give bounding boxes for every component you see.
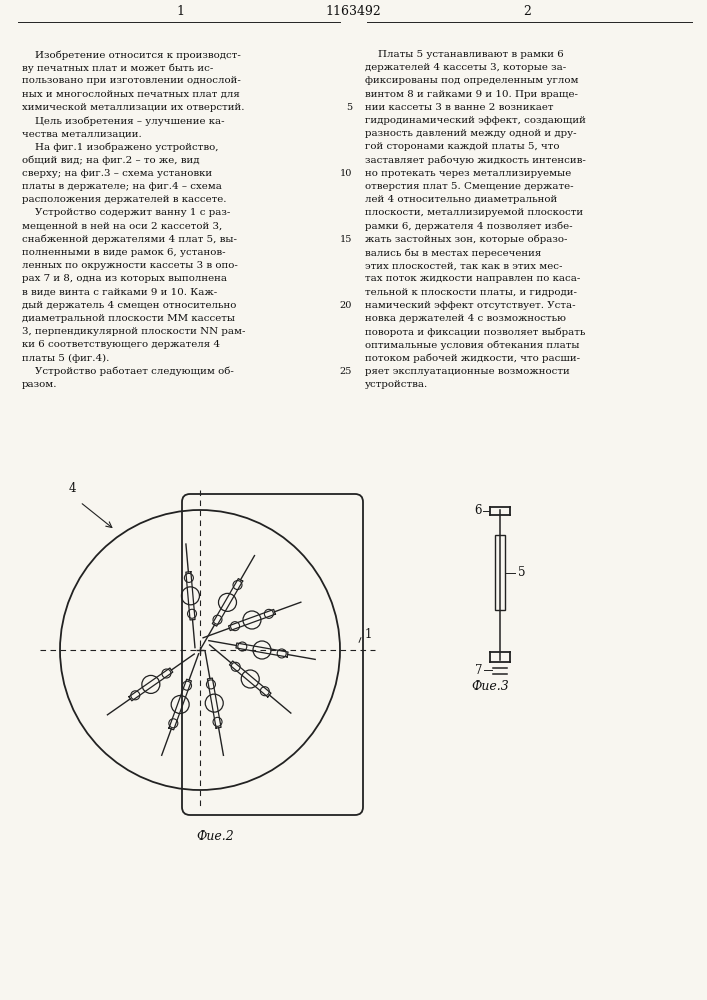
Text: ленных по окружности кассеты 3 в опо-: ленных по окружности кассеты 3 в опо-	[22, 261, 238, 270]
Text: рамки 6, держателя 4 позволяет избе-: рамки 6, держателя 4 позволяет избе-	[365, 222, 573, 231]
Text: ву печатных плат и может быть ис-: ву печатных плат и может быть ис-	[22, 63, 214, 73]
Text: винтом 8 и гайками 9 и 10. При враще-: винтом 8 и гайками 9 и 10. При враще-	[365, 90, 578, 99]
Text: рах 7 и 8, одна из которых выполнена: рах 7 и 8, одна из которых выполнена	[22, 274, 227, 283]
Text: На фиг.1 изображено устройство,: На фиг.1 изображено устройство,	[22, 142, 218, 152]
Text: нии кассеты 3 в ванне 2 возникает: нии кассеты 3 в ванне 2 возникает	[365, 103, 554, 112]
Text: заставляет рабочую жидкость интенсив-: заставляет рабочую жидкость интенсив-	[365, 156, 586, 165]
Text: общий вид; на фиг.2 – то же, вид: общий вид; на фиг.2 – то же, вид	[22, 156, 199, 165]
Text: 20: 20	[339, 301, 352, 310]
Text: этих плоскостей, так как в этих мес-: этих плоскостей, так как в этих мес-	[365, 261, 563, 270]
Text: снабженной держателями 4 плат 5, вы-: снабженной держателями 4 плат 5, вы-	[22, 235, 237, 244]
Text: 3, перпендикулярной плоскости NN рам-: 3, перпендикулярной плоскости NN рам-	[22, 327, 245, 336]
Text: жать застойных зон, которые образо-: жать застойных зон, которые образо-	[365, 235, 568, 244]
Text: 4: 4	[69, 482, 76, 495]
Text: 15: 15	[339, 235, 352, 244]
Text: платы 5 (фиг.4).: платы 5 (фиг.4).	[22, 354, 110, 363]
Text: ных и многослойных печатных плат для: ных и многослойных печатных плат для	[22, 90, 240, 99]
Text: платы в держателе; на фиг.4 – схема: платы в держателе; на фиг.4 – схема	[22, 182, 222, 191]
Text: тельной к плоскости платы, и гидроди-: тельной к плоскости платы, и гидроди-	[365, 288, 577, 297]
Text: лей 4 относительно диаметральной: лей 4 относительно диаметральной	[365, 195, 557, 204]
Text: разность давлений между одной и дру-: разность давлений между одной и дру-	[365, 129, 577, 138]
Text: Устройство работает следующим об-: Устройство работает следующим об-	[22, 367, 234, 376]
Text: Фue.3: Фue.3	[471, 680, 509, 693]
Text: полненными в виде рамок 6, установ-: полненными в виде рамок 6, установ-	[22, 248, 226, 257]
Text: потоком рабочей жидкости, что расши-: потоком рабочей жидкости, что расши-	[365, 354, 580, 363]
Text: диаметральной плоскости MM кассеты: диаметральной плоскости MM кассеты	[22, 314, 235, 323]
Text: гой сторонами каждой платы 5, что: гой сторонами каждой платы 5, что	[365, 142, 559, 151]
Text: Платы 5 устанавливают в рамки 6: Платы 5 устанавливают в рамки 6	[365, 50, 563, 59]
Text: химической металлизации их отверстий.: химической металлизации их отверстий.	[22, 103, 245, 112]
Text: 25: 25	[339, 367, 352, 376]
Text: 5: 5	[346, 103, 352, 112]
Text: мещенной в ней на оси 2 кассетой 3,: мещенной в ней на оси 2 кассетой 3,	[22, 222, 222, 231]
Text: ки 6 соответствующего держателя 4: ки 6 соответствующего держателя 4	[22, 340, 220, 349]
Text: 1163492: 1163492	[325, 5, 381, 18]
Text: пользовано при изготовлении однослой-: пользовано при изготовлении однослой-	[22, 76, 241, 85]
Text: тах поток жидкости направлен по каса-: тах поток жидкости направлен по каса-	[365, 274, 580, 283]
Text: фиксированы под определенным углом: фиксированы под определенным углом	[365, 76, 578, 85]
Text: чества металлизации.: чества металлизации.	[22, 129, 141, 138]
Text: отверстия плат 5. Смещение держате-: отверстия плат 5. Смещение держате-	[365, 182, 573, 191]
Text: вались бы в местах пересечения: вались бы в местах пересечения	[365, 248, 542, 257]
Text: расположения держателей в кассете.: расположения держателей в кассете.	[22, 195, 226, 204]
Text: Устройство содержит ванну 1 с раз-: Устройство содержит ванну 1 с раз-	[22, 208, 230, 217]
Text: но протекать через металлизируемые: но протекать через металлизируемые	[365, 169, 571, 178]
Text: 10: 10	[339, 169, 352, 178]
Text: сверху; на фиг.3 – схема установки: сверху; на фиг.3 – схема установки	[22, 169, 212, 178]
Text: ряет эксплуатационные возможности: ряет эксплуатационные возможности	[365, 367, 570, 376]
Text: 1: 1	[365, 629, 373, 642]
Text: 2: 2	[523, 5, 531, 18]
Text: в виде винта с гайками 9 и 10. Каж-: в виде винта с гайками 9 и 10. Каж-	[22, 288, 217, 297]
Text: оптимальные условия обтекания платы: оптимальные условия обтекания платы	[365, 340, 580, 350]
Text: новка держателей 4 с возможностью: новка держателей 4 с возможностью	[365, 314, 566, 323]
Text: устройства.: устройства.	[365, 380, 428, 389]
Text: Фue.2: Фue.2	[196, 830, 234, 843]
Text: 7: 7	[474, 664, 482, 676]
Text: 5: 5	[518, 566, 525, 579]
Text: плоскости, металлизируемой плоскости: плоскости, металлизируемой плоскости	[365, 208, 583, 217]
Text: дый держатель 4 смещен относительно: дый держатель 4 смещен относительно	[22, 301, 236, 310]
Text: поворота и фиксации позволяет выбрать: поворота и фиксации позволяет выбрать	[365, 327, 585, 337]
Text: разом.: разом.	[22, 380, 57, 389]
Text: Цель изобретения – улучшение ка-: Цель изобретения – улучшение ка-	[22, 116, 225, 125]
Text: 6: 6	[474, 504, 482, 518]
Bar	[495, 535, 505, 610]
Text: 1: 1	[176, 5, 184, 18]
Text: Изобретение относится к производст-: Изобретение относится к производст-	[22, 50, 241, 60]
Text: держателей 4 кассеты 3, которые за-: держателей 4 кассеты 3, которые за-	[365, 63, 566, 72]
Text: гидродинамический эффект, создающий: гидродинамический эффект, создающий	[365, 116, 586, 125]
Text: намический эффект отсутствует. Уста-: намический эффект отсутствует. Уста-	[365, 301, 575, 310]
